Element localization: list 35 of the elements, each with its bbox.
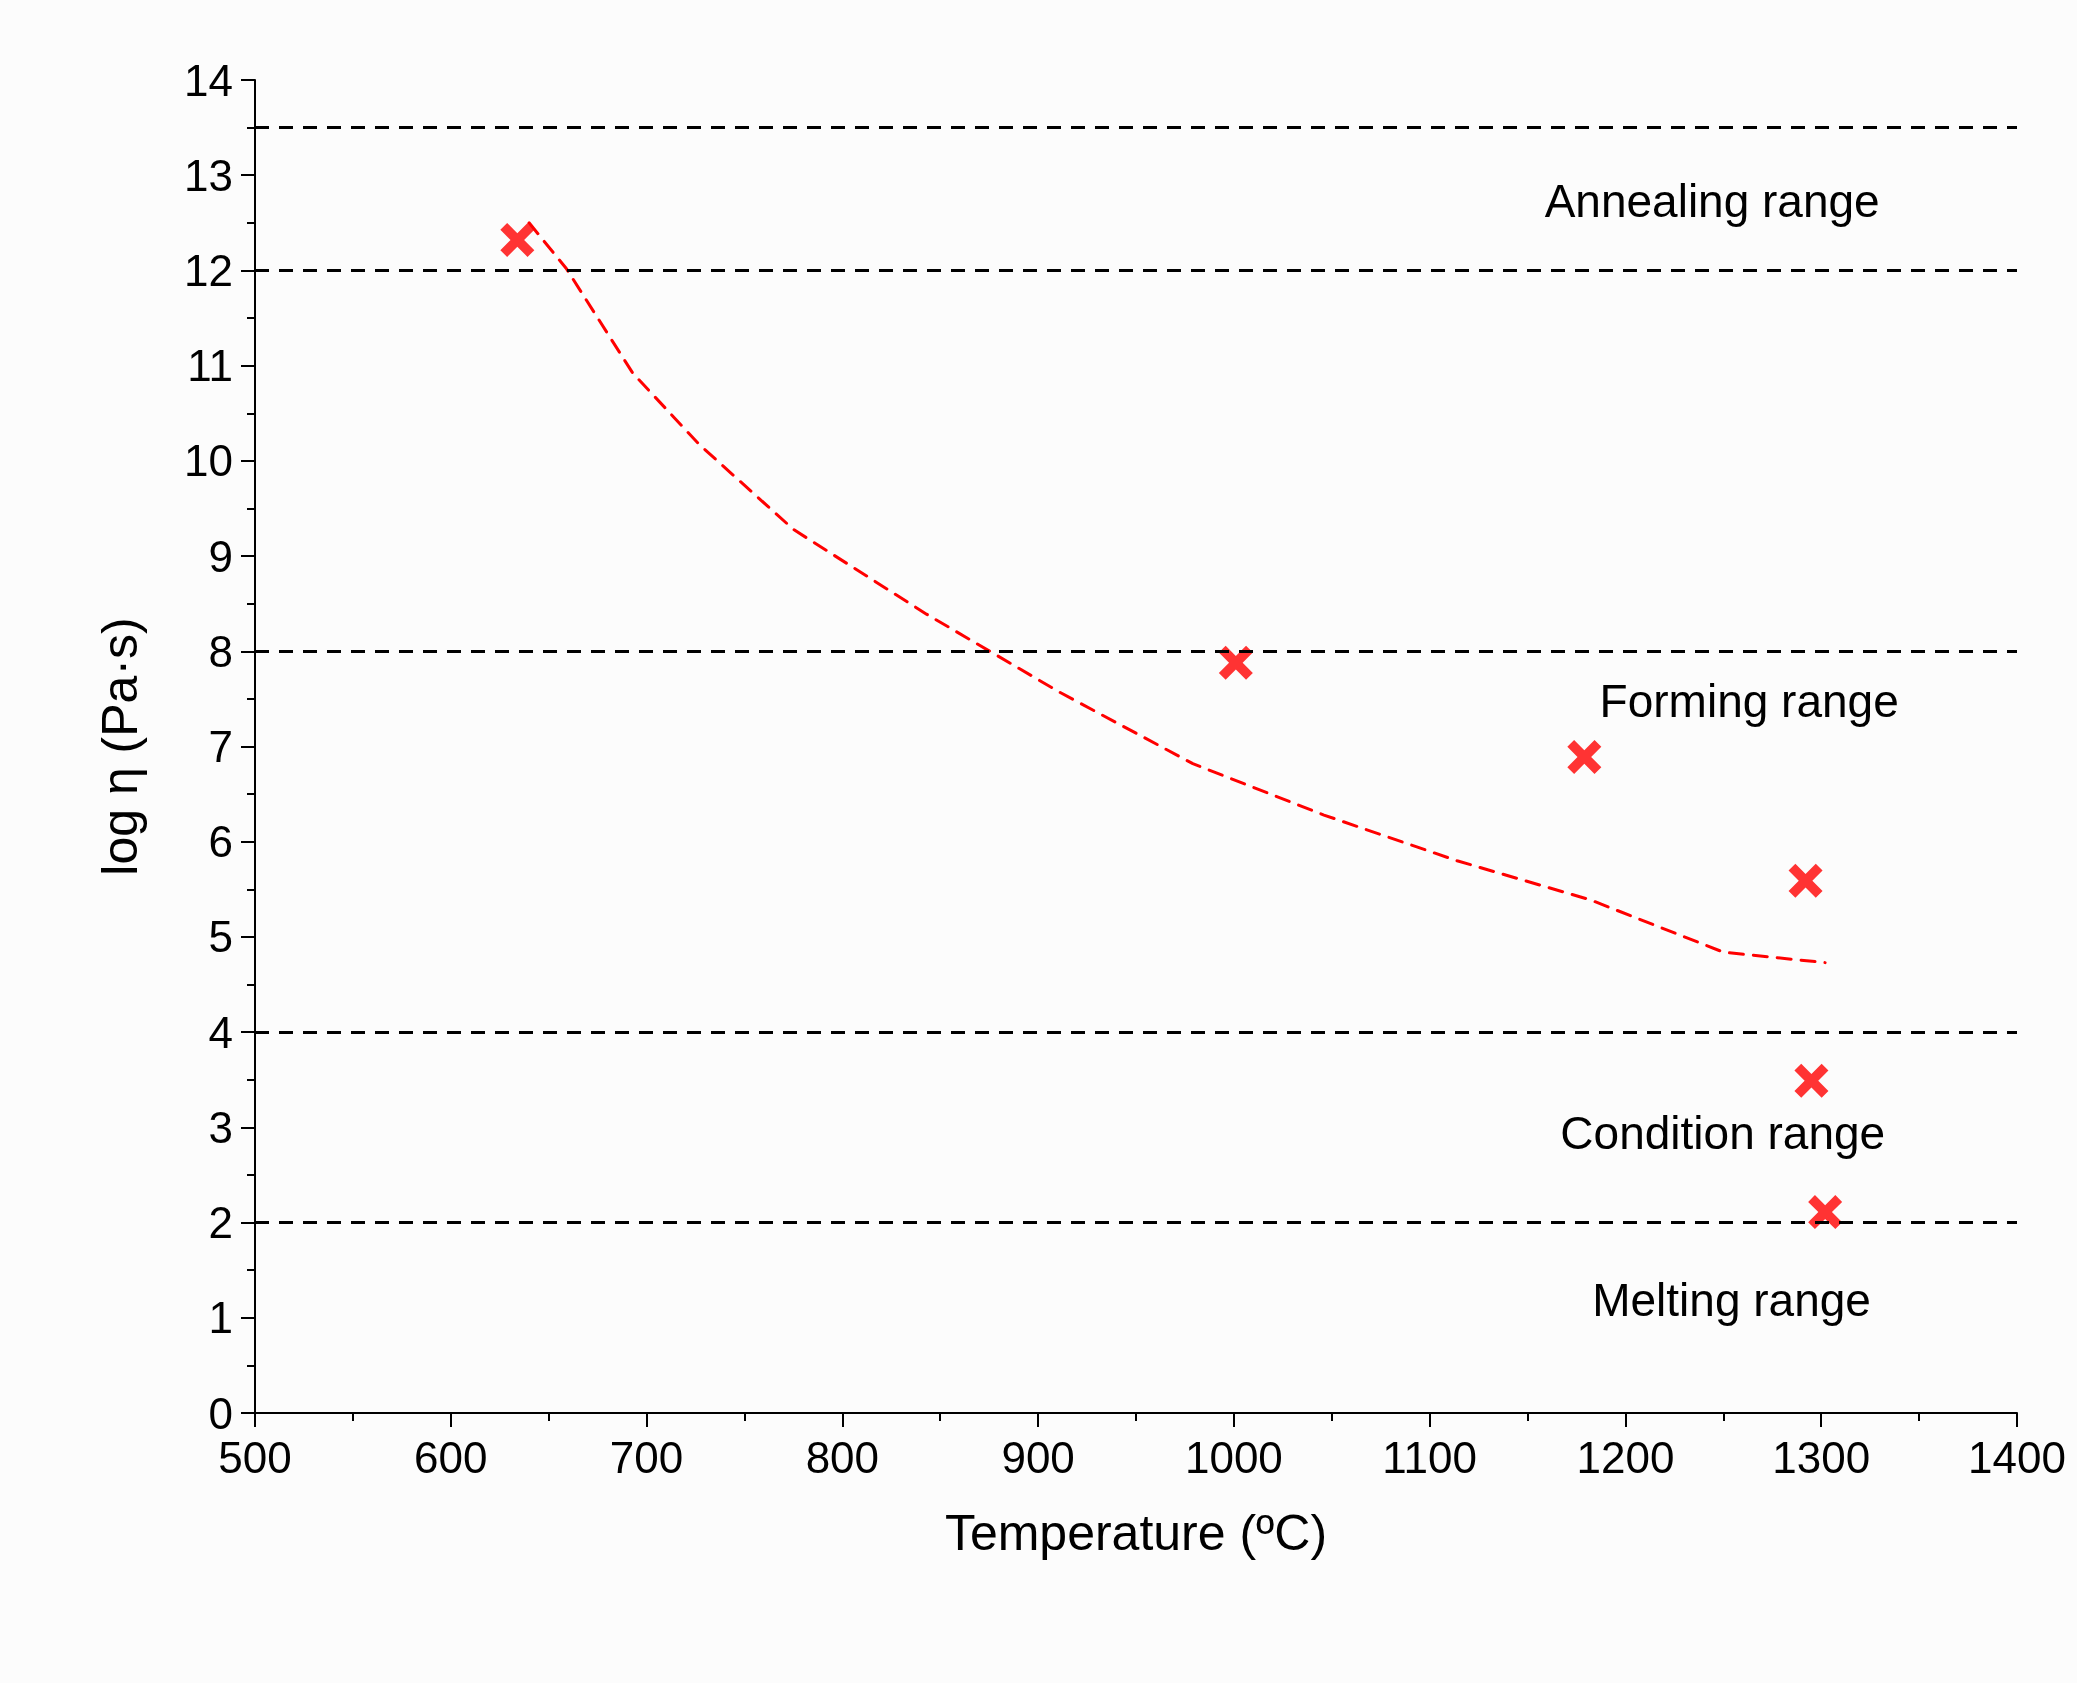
y-tick-label: 1: [208, 1293, 233, 1343]
y-tick-label: 11: [187, 341, 233, 391]
y-tick-label: 4: [208, 1007, 233, 1057]
y-tick-label: 10: [184, 436, 233, 486]
x-tick-label: 1300: [1772, 1432, 1871, 1482]
x-tick-label: 1100: [1382, 1432, 1477, 1482]
y-tick-label: 3: [208, 1102, 233, 1152]
y-tick-label: 2: [208, 1198, 233, 1248]
x-tick-label: 1000: [1184, 1432, 1283, 1482]
x-tick-label: 1200: [1576, 1432, 1675, 1482]
annotation: Annealing range: [1544, 175, 1880, 228]
point: [1788, 863, 1823, 898]
x-axis-title: Temperature (ºC): [944, 1505, 1328, 1561]
x-tick-label: 800: [805, 1432, 880, 1482]
point: [1794, 1063, 1829, 1098]
annotation: Forming range: [1599, 675, 1899, 728]
y-axis-title: log η (Pa·s): [92, 617, 148, 876]
y-tick-label: 5: [208, 912, 233, 962]
y-tick-label: 6: [208, 817, 233, 867]
point: [1567, 739, 1602, 774]
y-tick-label: 13: [184, 150, 233, 200]
x-tick-label: 700: [609, 1432, 684, 1482]
x-tick-label: 1400: [1968, 1432, 2066, 1482]
annotation: Melting range: [1592, 1273, 1871, 1326]
x-tick-label: 600: [414, 1432, 488, 1482]
y-tick-label: 14: [184, 55, 233, 105]
y-tick-label: 12: [184, 245, 233, 295]
point: [500, 222, 535, 257]
point: [1808, 1195, 1843, 1230]
point: [1218, 645, 1253, 680]
y-tick-label: 9: [208, 531, 233, 581]
y-tick-label: 8: [208, 626, 233, 676]
annotation: Condition range: [1560, 1107, 1886, 1160]
y-tick-label: 7: [208, 722, 233, 771]
x-tick-label: 900: [1001, 1432, 1075, 1482]
